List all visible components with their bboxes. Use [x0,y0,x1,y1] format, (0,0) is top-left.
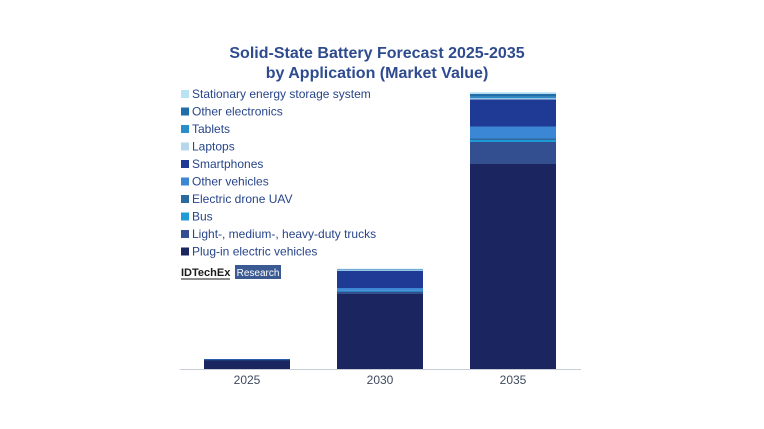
bar-2035-tablets [470,96,556,99]
legend-swatch-smartphones [181,160,189,168]
x-tick-label-2035: 2035 [500,373,527,387]
x-tick-label-2030: 2030 [367,373,394,387]
bar-2035-electric-drone-uav [470,138,556,140]
legend-label-stationary-energy-storage-system: Stationary energy storage system [192,87,371,101]
bar-2030-other-electronics [337,269,423,270]
chart-title: Solid-State Battery Forecast 2025-2035 [229,45,524,62]
bar-2030-laptops [337,270,423,271]
legend-label-smartphones: Smartphones [192,157,263,171]
idtechex-logo: IDTechEx Research [181,265,281,280]
bar-2030-electric-drone-uav [337,290,423,292]
bar-2030-tablets [337,269,423,271]
bar-2035-laptops [470,98,556,100]
bar-2030-bus [337,291,423,292]
bar-2035-stationary-energy-storage-system [470,92,556,94]
legend-swatch-stationary-energy-storage-system [181,90,189,98]
legend-swatch-laptops [181,142,189,151]
bar-2030-plug-in-electric-vehicles [337,294,423,369]
chart-subtitle: by Application (Market Value) [266,65,489,82]
bars [204,92,556,369]
bar-2035-smartphones [470,99,556,127]
legend-swatch-light-medium-heavy-duty-trucks [181,230,189,238]
bar-2035-bus [470,140,556,142]
legend-label-bus: Bus [192,210,213,224]
legend-swatch-other-vehicles [181,177,189,186]
legend-label-laptops: Laptops [192,140,235,154]
bar-2035-other-electronics [470,93,556,97]
bar-2025-plug-in-electric-vehicles [204,360,290,369]
legend-label-other-vehicles: Other vehicles [192,175,269,189]
legend-swatch-plug-in-electric-vehicles [181,247,189,256]
bar-2030-other-vehicles [337,288,423,291]
legend-label-light-medium-heavy-duty-trucks: Light-, medium-, heavy-duty trucks [192,227,376,241]
legend-label-plug-in-electric-vehicles: Plug-in electric vehicles [192,245,317,259]
logo-research-tag [235,265,281,279]
legend-swatch-other-electronics [181,107,189,116]
bar-2035-light-medium-heavy-duty-trucks [470,142,556,164]
x-tick-label-2025: 2025 [234,373,261,387]
bar-2025-other-vehicles [204,359,290,360]
bar-2025-smartphones [204,359,290,360]
logo-research-label: Research [237,268,280,279]
bar-2035-other-vehicles [470,126,556,139]
legend-label-tablets: Tablets [192,122,230,136]
legend-label-electric-drone-uav: Electric drone UAV [192,192,292,206]
bar-2030-stationary-energy-storage-system [337,268,423,270]
x-axis-ticks: 2025 2030 2035 [234,373,527,387]
legend-swatch-tablets [181,125,189,133]
legend-swatch-bus [181,212,189,221]
legend-swatch-electric-drone-uav [181,195,189,203]
legend: Stationary energy storage system Other el… [181,87,376,259]
bar-2030-light-medium-heavy-duty-trucks [337,292,423,294]
legend-label-other-electronics: Other electronics [192,105,283,119]
logo-wordmark: IDTechEx [181,267,231,279]
bar-2030-smartphones [337,271,423,288]
bar-2035-plug-in-electric-vehicles [470,164,556,369]
